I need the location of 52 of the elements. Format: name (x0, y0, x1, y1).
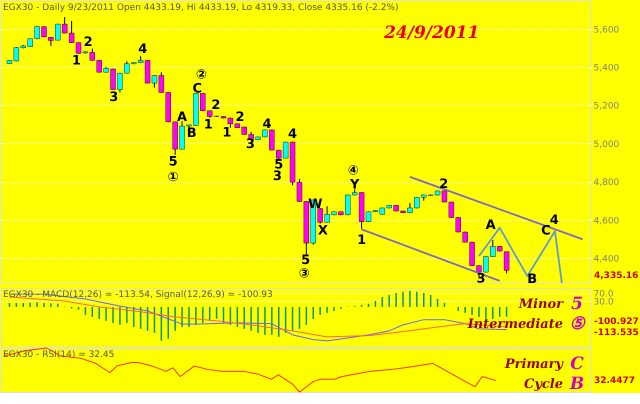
annotation: Intermediate (466, 317, 563, 332)
annotation: X (318, 223, 328, 238)
annotation: ② (196, 68, 207, 83)
annotation: Minor (518, 297, 564, 312)
annotation: 2 (84, 35, 93, 50)
annotation: 4 (262, 116, 272, 132)
annotation: Cycle (524, 377, 563, 392)
annotation: ⑤ (570, 314, 586, 334)
annotation: 5 (301, 253, 310, 268)
y-tick-label: 4,600 (594, 216, 620, 226)
annotation: ① (168, 170, 179, 185)
y-tick-label: 5,200 (594, 102, 620, 112)
annotation: B (568, 374, 584, 394)
annotation: ④ (348, 163, 359, 178)
y-tick-label: 4,400 (594, 254, 620, 264)
annotation: ③ (298, 266, 310, 282)
text: 24/9/2011 (383, 23, 480, 43)
annotation: 2 (236, 110, 245, 126)
y-tick-label: 5,600 (594, 25, 620, 36)
annotation: 1 (222, 126, 232, 141)
annotation: C (192, 81, 202, 96)
annotation: Primary (504, 357, 564, 372)
text: 32.4477 (594, 376, 635, 386)
text: -100.927 (594, 317, 639, 327)
annotation: A (486, 218, 496, 233)
annotation: B (186, 126, 197, 142)
annotation: 3 (246, 136, 255, 152)
y-tick-label: 5,400 (594, 64, 620, 74)
y-tick-label: 4,800 (594, 178, 620, 188)
text: -113.535 (594, 328, 639, 338)
annotation: Y (348, 177, 360, 192)
annotation: 5 (571, 294, 583, 314)
annotation: 4 (288, 127, 298, 142)
annotation: 3 (476, 271, 486, 286)
y-tick-label: 70.0 (594, 289, 614, 300)
annotation: 1 (204, 118, 213, 133)
annotation: 1 (72, 53, 81, 68)
annotation: 1 (357, 233, 366, 248)
annotation: B (527, 272, 538, 287)
annotation: C (570, 354, 584, 374)
annotation: C (541, 223, 551, 238)
chart-title: EGX30 - Daily 9/23/2011 Open 4433.19, Hi 4433.19, Lo 4319.33, Close 4335.16 (-2.2%) (3, 3, 399, 13)
annotation: 4 (550, 213, 559, 228)
text: 4,335.16 (594, 271, 638, 281)
annotation: 2 (211, 98, 220, 114)
annotation: 4 (138, 42, 148, 58)
candlestick (504, 251, 510, 274)
annotation: 5 (168, 154, 178, 170)
y-tick-label: 5,000 (594, 140, 620, 150)
annotation: A (177, 110, 188, 126)
y-tick-label: 30.0 (594, 297, 614, 308)
annotation: 3 (109, 90, 118, 106)
